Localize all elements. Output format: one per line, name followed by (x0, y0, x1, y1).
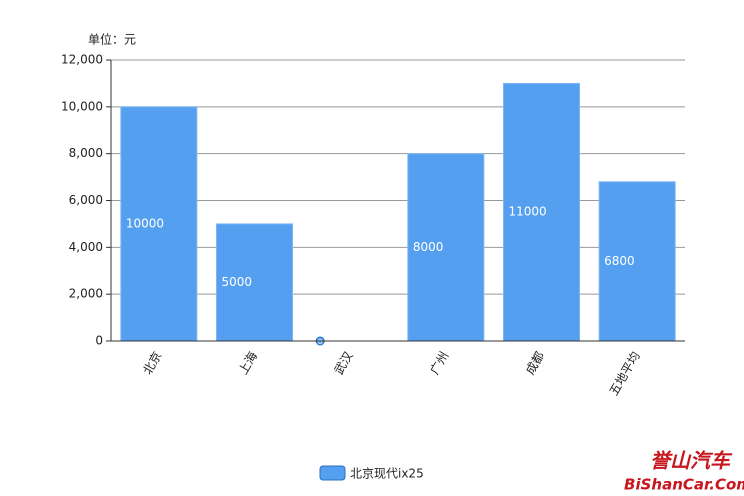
y-tick-label: 8,000 (69, 146, 103, 160)
x-tick-label: 上海 (235, 349, 260, 377)
legend-label: 北京现代ix25 (350, 467, 424, 481)
bar (407, 153, 485, 342)
data-label: 6800 (604, 254, 635, 268)
x-tick-label: 成都 (523, 349, 547, 377)
y-tick-label: 0 (95, 334, 103, 348)
watermark: 誉山汽车 (650, 449, 733, 473)
bar (503, 82, 580, 342)
y-tick-label: 10,000 (61, 99, 103, 113)
unit-label: 单位：元 (88, 32, 136, 47)
x-tick-label: 武汉 (332, 349, 356, 377)
y-tick-label: 2,000 (69, 287, 103, 301)
data-label: 8000 (413, 240, 444, 254)
bar (598, 181, 676, 342)
y-tick-label: 12,000 (61, 53, 103, 67)
data-label: 11000 (509, 205, 547, 219)
x-tick-label: 北京 (140, 349, 164, 377)
data-label: 10000 (126, 216, 164, 230)
y-tick-label: 6,000 (69, 193, 103, 207)
bar (216, 223, 293, 342)
legend-swatch (319, 465, 346, 481)
x-tick-label: 五地平均 (607, 349, 643, 398)
data-label: 0 (318, 338, 322, 346)
bar (120, 106, 198, 342)
y-tick-label: 4,000 (69, 240, 103, 254)
watermark: BiShanCar.Com (624, 476, 744, 494)
x-tick-label: 广州 (427, 349, 451, 377)
data-label: 5000 (222, 275, 253, 289)
